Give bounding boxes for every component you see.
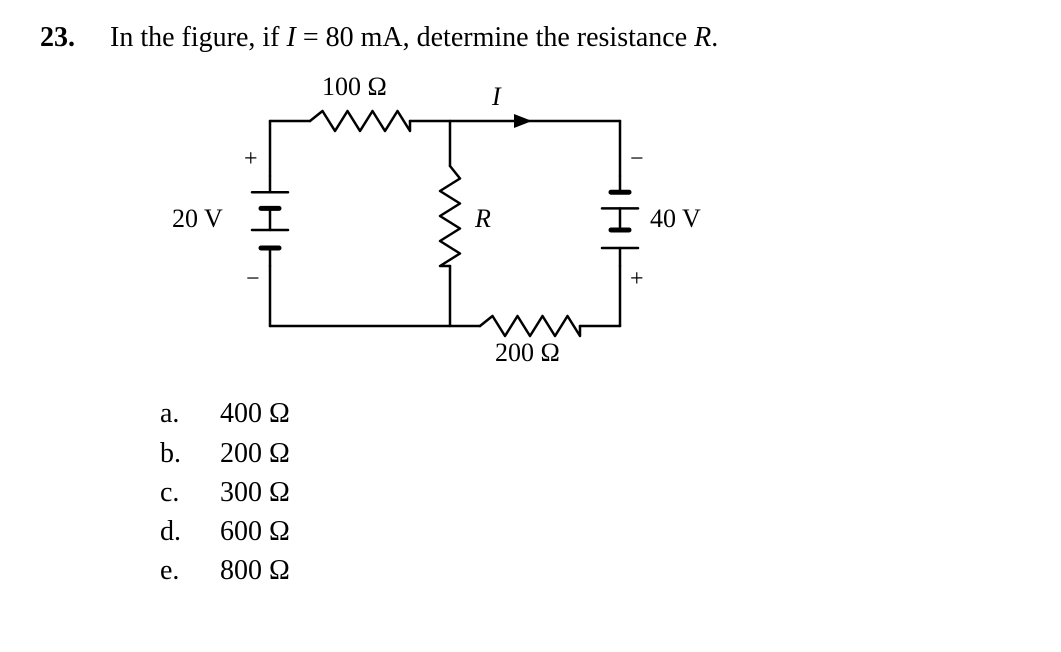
choice-letter: c. [160, 473, 220, 512]
question-var-I: I [287, 22, 296, 53]
choice-letter: d. [160, 512, 220, 551]
question-var-R: R [694, 22, 711, 53]
page: 23. In the figure, if I = 80 mA, determi… [0, 0, 1061, 652]
label-r-bottom: 200 Ω [495, 338, 560, 368]
choice-e: e. 800 Ω [160, 551, 1021, 590]
question-number: 23. [40, 20, 110, 56]
label-v-right: 40 V [650, 204, 701, 234]
label-I: I [492, 82, 501, 112]
question-eq: = 80 mA, determine the resistance [296, 22, 694, 53]
choice-text: 600 Ω [220, 512, 290, 551]
minus-left: − [246, 266, 260, 293]
answer-choices: a. 400 Ω b. 200 Ω c. 300 Ω d. 600 Ω e. 8… [160, 394, 1021, 590]
question-text: In the figure, if I = 80 mA, determine t… [110, 20, 1021, 56]
label-v-left: 20 V [172, 204, 223, 234]
choice-text: 800 Ω [220, 551, 290, 590]
label-r-top: 100 Ω [322, 72, 387, 102]
choice-text: 400 Ω [220, 394, 290, 433]
circuit-svg [160, 66, 720, 386]
choice-text: 300 Ω [220, 473, 290, 512]
label-r-mid: R [475, 204, 491, 234]
choice-text: 200 Ω [220, 434, 290, 473]
plus-left: + [244, 146, 258, 173]
question-suffix: . [711, 22, 718, 53]
circuit-diagram: 100 Ω I R 200 Ω 20 V 40 V + − − + [160, 66, 720, 386]
plus-right: + [630, 266, 644, 293]
choice-letter: b. [160, 434, 220, 473]
choice-c: c. 300 Ω [160, 473, 1021, 512]
question-prefix: In the figure, if [110, 22, 287, 53]
choice-a: a. 400 Ω [160, 394, 1021, 433]
minus-right: − [630, 146, 644, 173]
choice-d: d. 600 Ω [160, 512, 1021, 551]
choice-letter: a. [160, 394, 220, 433]
choice-b: b. 200 Ω [160, 434, 1021, 473]
question-row: 23. In the figure, if I = 80 mA, determi… [40, 20, 1021, 56]
choice-letter: e. [160, 551, 220, 590]
